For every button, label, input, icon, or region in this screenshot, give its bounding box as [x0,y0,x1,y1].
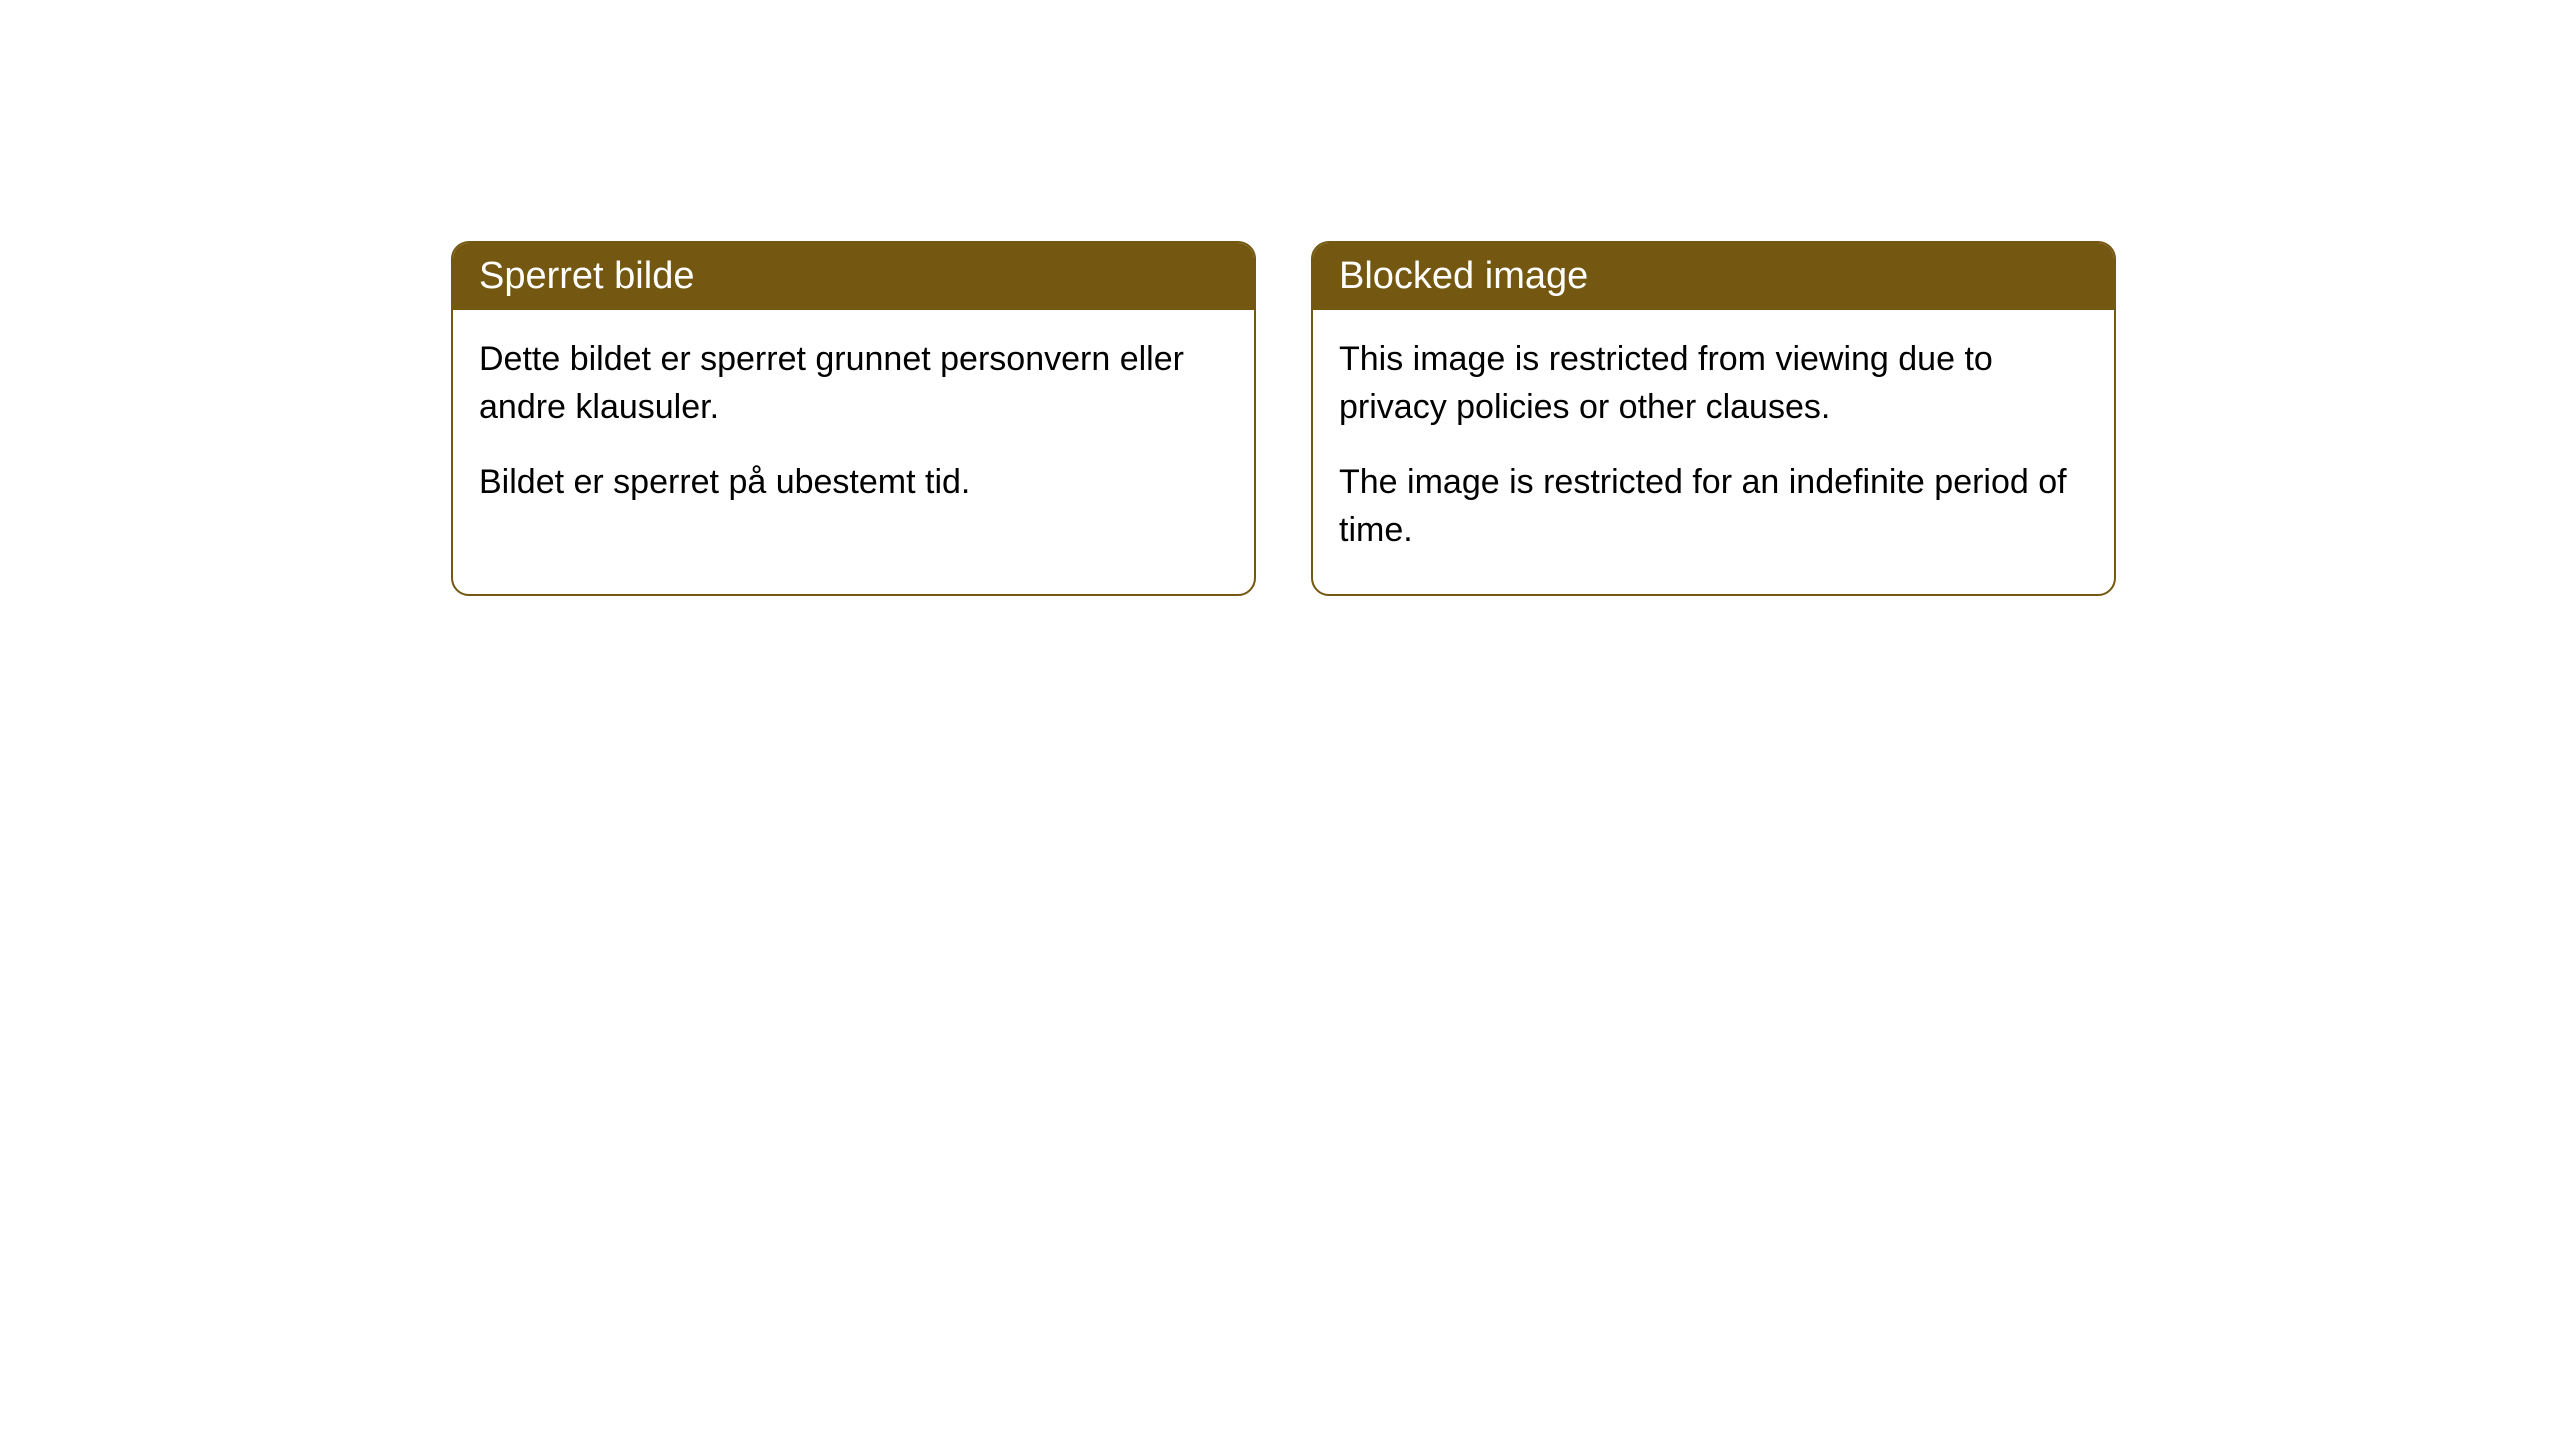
notice-card-english: Blocked image This image is restricted f… [1311,241,2116,596]
card-paragraph: The image is restricted for an indefinit… [1339,459,2088,554]
card-header-norwegian: Sperret bilde [453,243,1254,310]
card-body-english: This image is restricted from viewing du… [1313,310,2114,594]
card-body-norwegian: Dette bildet er sperret grunnet personve… [453,310,1254,547]
card-title-norwegian: Sperret bilde [479,255,694,297]
notice-container: Sperret bilde Dette bildet er sperret gr… [451,241,2116,596]
card-paragraph: Dette bildet er sperret grunnet personve… [479,336,1228,431]
card-title-english: Blocked image [1339,255,1588,297]
card-header-english: Blocked image [1313,243,2114,310]
card-paragraph: This image is restricted from viewing du… [1339,336,2088,431]
card-paragraph: Bildet er sperret på ubestemt tid. [479,459,1228,507]
notice-card-norwegian: Sperret bilde Dette bildet er sperret gr… [451,241,1256,596]
